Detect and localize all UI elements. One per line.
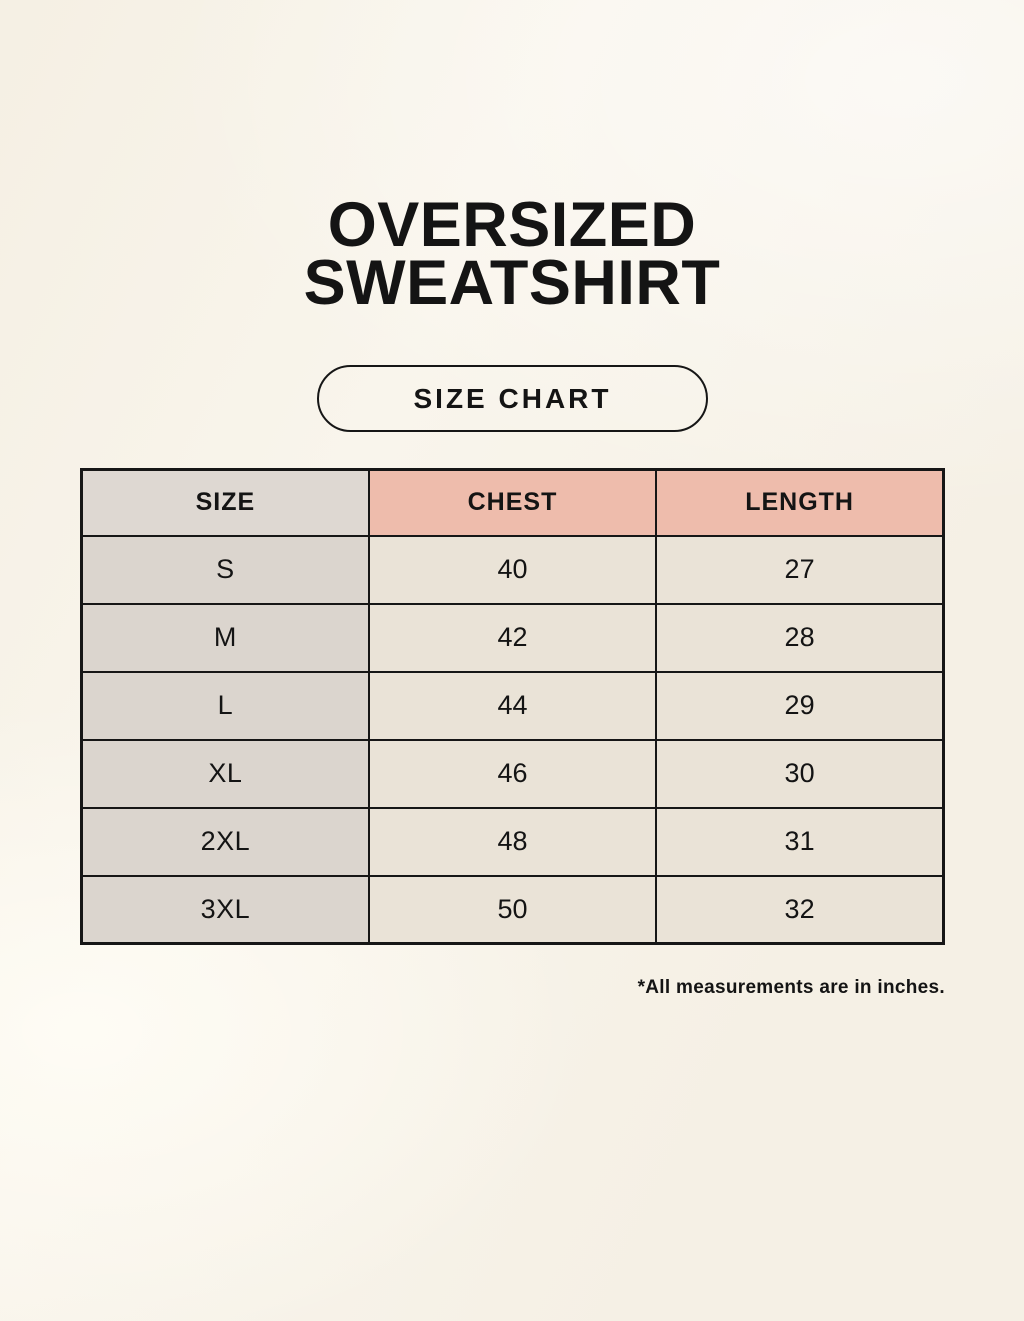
table-row: L 44 29 xyxy=(80,670,945,741)
size-cell: M xyxy=(80,602,370,673)
size-cell: XL xyxy=(80,738,370,809)
chest-cell: 42 xyxy=(367,602,658,673)
column-header-length: LENGTH xyxy=(655,468,945,537)
chest-cell: 50 xyxy=(367,874,658,945)
length-cell: 32 xyxy=(655,874,945,945)
size-cell: 2XL xyxy=(80,806,370,877)
table-row: 2XL 48 31 xyxy=(80,806,945,877)
table-row: 3XL 50 32 xyxy=(80,874,945,945)
chest-cell: 44 xyxy=(367,670,658,741)
length-cell: 31 xyxy=(655,806,945,877)
length-cell: 30 xyxy=(655,738,945,809)
title-line-2: SWEATSHIRT xyxy=(303,248,721,318)
size-chart-button-label: SIZE CHART xyxy=(413,382,612,414)
title-line-1: OVERSIZED xyxy=(327,190,697,260)
size-chart-button[interactable]: SIZE CHART xyxy=(317,365,708,432)
table-row: XL 46 30 xyxy=(80,738,945,809)
column-header-size: SIZE xyxy=(80,468,370,537)
chest-cell: 48 xyxy=(367,806,658,877)
table-row: S 40 27 xyxy=(80,534,945,605)
length-cell: 29 xyxy=(655,670,945,741)
length-cell: 28 xyxy=(655,602,945,673)
table-row: M 42 28 xyxy=(80,602,945,673)
table-header-row: SIZE CHEST LENGTH xyxy=(80,468,945,537)
size-cell: 3XL xyxy=(80,874,370,945)
chest-cell: 46 xyxy=(367,738,658,809)
length-cell: 27 xyxy=(655,534,945,605)
measurements-footnote: *All measurements are in inches. xyxy=(637,977,945,998)
size-cell: L xyxy=(80,670,370,741)
page-title: OVERSIZED SWEATSHIRT xyxy=(0,190,1024,318)
chest-cell: 40 xyxy=(367,534,658,605)
column-header-chest: CHEST xyxy=(367,468,658,537)
size-table: SIZE CHEST LENGTH S 40 27 M 42 28 L 44 2… xyxy=(80,468,945,945)
size-cell: S xyxy=(80,534,370,605)
